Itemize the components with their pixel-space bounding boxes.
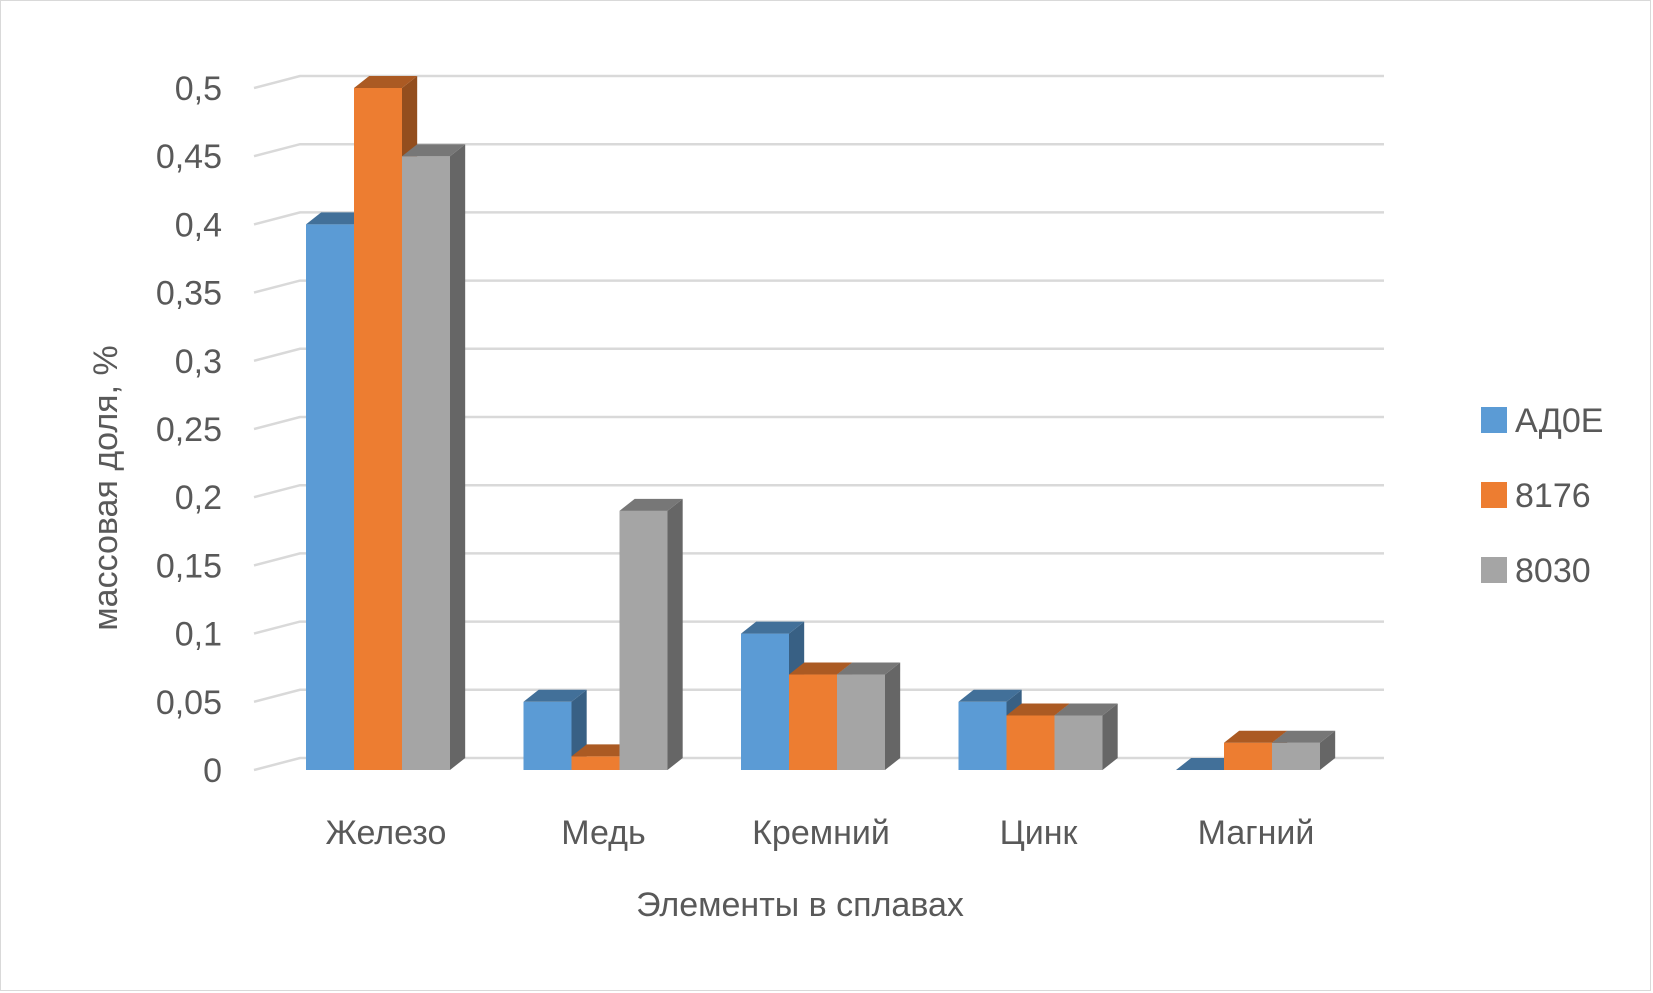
bar bbox=[1176, 758, 1240, 771]
bar-top bbox=[1224, 730, 1288, 743]
legend-swatch bbox=[1481, 482, 1507, 508]
bar-side bbox=[1102, 703, 1118, 770]
bar bbox=[1272, 730, 1336, 770]
bar bbox=[523, 689, 587, 770]
bar-front bbox=[402, 156, 450, 770]
bar-front bbox=[1272, 742, 1320, 770]
bar-side bbox=[885, 662, 901, 770]
bar-top bbox=[837, 662, 901, 675]
legend-item: АД0Е bbox=[1481, 402, 1603, 440]
gridline bbox=[253, 552, 1384, 567]
bar-front bbox=[789, 674, 837, 770]
bar-top bbox=[741, 621, 805, 634]
bar-top bbox=[354, 76, 418, 88]
bar-top bbox=[402, 144, 466, 157]
y-axis-title: массовая доля, % bbox=[87, 345, 125, 630]
legend: АД0Е 8176 8030 bbox=[1481, 402, 1603, 590]
gridline bbox=[253, 620, 1384, 635]
gridline bbox=[253, 142, 1384, 158]
gridline bbox=[253, 688, 1384, 704]
y-tick-label: 0,35 bbox=[156, 275, 222, 313]
gridline bbox=[253, 415, 1384, 431]
bar-front bbox=[306, 224, 354, 770]
y-tick-label: 0,3 bbox=[175, 343, 222, 381]
bar bbox=[1054, 703, 1118, 770]
y-tick-label: 0 bbox=[203, 752, 222, 790]
bar-front bbox=[1054, 715, 1103, 770]
x-tick-label: Железо bbox=[326, 814, 447, 852]
legend-swatch bbox=[1481, 407, 1507, 433]
bar-side bbox=[667, 498, 683, 770]
bar bbox=[402, 144, 466, 770]
bar-front bbox=[523, 701, 572, 770]
bar-front bbox=[741, 633, 789, 770]
gridline bbox=[253, 483, 1384, 499]
bar-front bbox=[1224, 742, 1272, 770]
legend-label: АД0Е bbox=[1515, 402, 1603, 440]
bar-side bbox=[450, 144, 466, 770]
y-tick-label: 0,5 bbox=[175, 70, 222, 108]
x-tick-label: Медь bbox=[561, 814, 645, 852]
y-tick-label: 0,2 bbox=[175, 479, 222, 517]
bar-front bbox=[1006, 715, 1055, 770]
y-tick-label: 0,1 bbox=[175, 616, 222, 654]
gridline bbox=[253, 279, 1384, 294]
bar-top bbox=[619, 498, 683, 511]
x-tick-label: Цинк bbox=[1000, 814, 1079, 852]
bar bbox=[837, 662, 901, 770]
y-tick-label: 0,05 bbox=[156, 684, 222, 722]
bar-top bbox=[571, 744, 635, 757]
bar-top bbox=[1006, 703, 1070, 716]
bar-top bbox=[1272, 730, 1336, 743]
legend-item: 8030 bbox=[1481, 552, 1591, 590]
legend-label: 8030 bbox=[1515, 552, 1591, 590]
bars bbox=[306, 76, 1336, 771]
legend-item: 8176 bbox=[1481, 477, 1591, 515]
bar-front bbox=[958, 701, 1007, 770]
bar-side bbox=[1320, 730, 1336, 770]
y-tick-label: 0,15 bbox=[156, 547, 222, 585]
bar-front bbox=[837, 674, 885, 770]
bar-front bbox=[619, 510, 668, 770]
bar-top bbox=[1054, 703, 1118, 716]
bar-front bbox=[354, 88, 402, 770]
bar bbox=[619, 498, 683, 770]
y-tick-label: 0,45 bbox=[156, 138, 222, 176]
gridline bbox=[253, 347, 1384, 363]
bar-top bbox=[1176, 758, 1240, 770]
x-axis-ticks: Железо Медь Кремний Цинк Магний bbox=[326, 814, 1315, 852]
bar-front bbox=[571, 756, 620, 770]
gridline bbox=[253, 211, 1384, 226]
bar-top bbox=[789, 662, 853, 675]
y-tick-label: 0,4 bbox=[175, 206, 222, 244]
x-tick-label: Кремний bbox=[752, 814, 890, 852]
bar-top bbox=[958, 689, 1022, 702]
x-axis-title: Элементы в сплавах bbox=[636, 886, 964, 924]
gridline bbox=[253, 74, 1384, 90]
bar-top bbox=[306, 212, 370, 225]
legend-swatch bbox=[1481, 557, 1507, 583]
bar-top bbox=[523, 689, 587, 702]
x-tick-label: Магний bbox=[1198, 814, 1315, 852]
legend-label: 8176 bbox=[1515, 477, 1591, 515]
y-axis-ticks: 0 0,05 0,1 0,15 0,2 0,25 0,3 0,35 0,4 0,45 0,5 bbox=[156, 70, 222, 790]
y-tick-label: 0,25 bbox=[156, 411, 222, 449]
